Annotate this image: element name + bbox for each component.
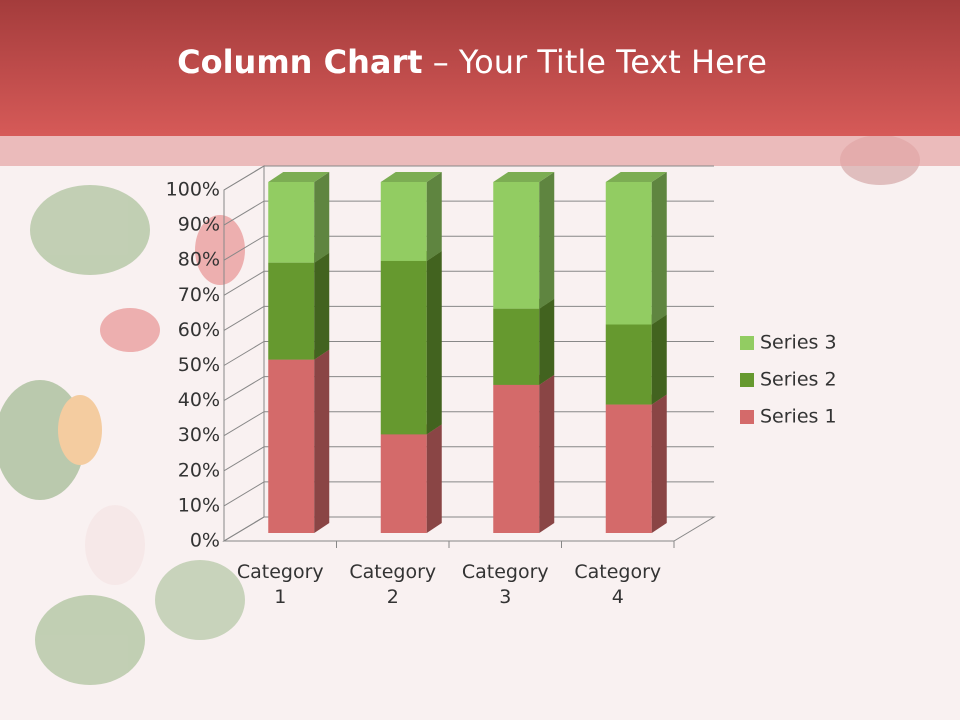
grid-line [223,235,714,261]
x-tick-label: Category 3 [461,561,549,608]
bar-side [539,374,555,533]
grid-line [223,341,714,366]
y-tick-label: 80% [178,249,220,271]
legend-label: Series 1 [760,406,837,428]
header-band [0,0,960,136]
title-bold: Column Chart [177,43,422,81]
bar-side [314,252,330,360]
x-tick-label: Category 1 [236,561,324,608]
header-strip [0,136,960,166]
bar-segment [493,298,555,385]
y-tick-label: 10% [178,494,220,516]
x-tick-label: Category 2 [349,561,437,608]
bar-side [426,172,442,261]
grid-line [223,270,714,296]
bar-side [426,250,442,435]
bar-segment [380,250,442,435]
y-tick-label: 50% [178,354,220,376]
bar-front [493,384,540,533]
bar-front [268,262,315,360]
bar-top [268,172,330,182]
bar-front [605,182,652,325]
bar-side [314,349,330,533]
y-tick-label: 100% [166,179,220,201]
bar-top [605,172,667,182]
plot: 0% 10% 20% 30% 40% 50% 60% 70% 80% 90% 100% Series … [166,165,837,552]
bar-side [539,298,555,385]
bar-front [268,359,315,533]
bar-side [651,172,667,325]
grid-line [223,200,714,226]
bar-front [380,260,427,435]
grid-line [223,516,714,542]
grid-line [223,446,714,472]
bar-front [268,182,315,263]
bar-segment [380,424,442,533]
chart-title: Column Chart – Your Title Text Here [177,43,767,81]
bar-front [493,182,540,309]
bar-front [380,182,427,261]
bar-segment [380,172,442,261]
bar-segment [493,374,555,533]
legend-swatch [740,410,754,424]
bar-segment [605,394,667,533]
grid-line [223,305,714,331]
bar-segment [605,172,667,325]
bar-segment [605,314,667,405]
grid-line [223,376,714,402]
bar-top [380,172,442,182]
grid-line [223,411,714,437]
x-tick-label: Category 4 [574,561,662,608]
bar-side [651,314,667,405]
legend-label: Series 2 [760,369,837,391]
grid-line [223,481,714,507]
legend-label: Series 3 [760,332,837,354]
bar-side [651,394,667,533]
y-tick-label: 40% [178,389,220,411]
bar-top [493,172,555,182]
legend-swatch [740,373,754,387]
bar-segment [268,349,330,533]
bar-segment [268,172,330,263]
legend-swatch [740,336,754,350]
y-tick-label: 20% [178,459,220,481]
bar-side [426,424,442,533]
bar-front [493,308,540,385]
bar-front [605,324,652,405]
y-tick-label: 60% [178,319,220,341]
y-tick-label: 0% [190,530,220,552]
bar-side [314,172,330,263]
bar-front [605,404,652,533]
y-tick-label: 30% [178,424,220,446]
bar-segment [268,252,330,360]
title-rest: – Your Title Text Here [433,43,767,81]
bar-front [380,434,427,533]
y-tick-label: 70% [178,284,220,306]
y-tick-label: 90% [178,214,220,236]
bar-side [539,172,555,309]
bar-segment [493,172,555,309]
grid-line [223,165,714,191]
